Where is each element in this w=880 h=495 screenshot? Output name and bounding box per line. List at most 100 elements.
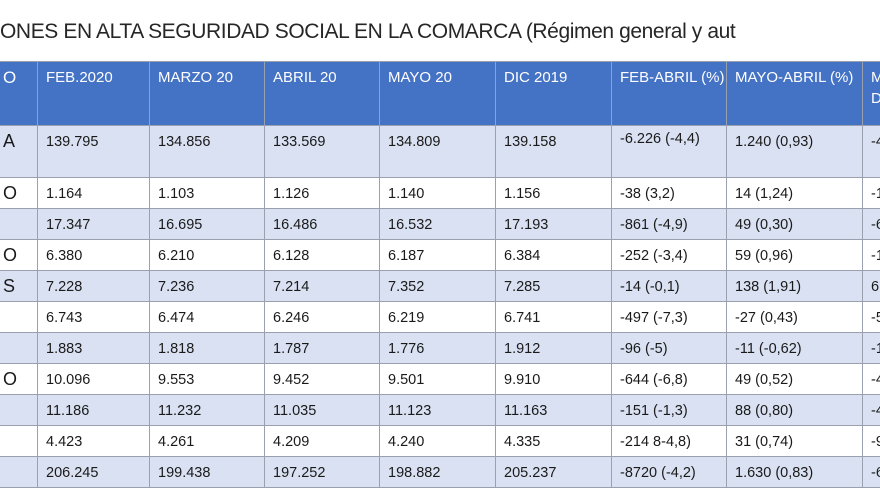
- table-cell: 11.035: [264, 394, 380, 426]
- table-cell: 7.352: [379, 270, 496, 302]
- table-cell: -1: [862, 332, 880, 364]
- column-header: MAYO-ABRIL (%): [726, 61, 863, 126]
- table-cell: 6: [862, 270, 880, 302]
- column-header: FEB.2020: [37, 61, 150, 126]
- table-cell: 1.126: [264, 177, 380, 209]
- table-cell: 9.910: [495, 363, 612, 395]
- table-cell: 206.245: [37, 456, 150, 488]
- table-cell: 4.209: [264, 425, 380, 457]
- header-row: O FEB.2020 MARZO 20 ABRIL 20 MAYO 20 DIC…: [0, 61, 880, 126]
- table-cell: 6.128: [264, 239, 380, 271]
- table-cell: 6.219: [379, 301, 496, 333]
- table-cell: -38 (3,2): [611, 177, 727, 209]
- table-cell: 1.912: [495, 332, 612, 364]
- table-title: ONES EN ALTA SEGURIDAD SOCIAL EN LA COMA…: [0, 20, 736, 43]
- table-cell: 197.252: [264, 456, 380, 488]
- table-cell: 9.501: [379, 363, 496, 395]
- table-cell: 4.335: [495, 425, 612, 457]
- table-row: 4.423 4.261 4.209 4.240 4.335 -214 8-4,8) 31 (…: [0, 425, 880, 457]
- table-cell: 133.569: [264, 125, 380, 178]
- table-row: 206.245 199.438 197.252 198.882 205.237 -8720…: [0, 456, 880, 488]
- table-cell: [0, 332, 38, 364]
- table-cell: 198.882: [379, 456, 496, 488]
- table-cell: [0, 425, 38, 457]
- table-cell: 6.246: [264, 301, 380, 333]
- table-row: 17.347 16.695 16.486 16.532 17.193 -861 (-4,9…: [0, 208, 880, 240]
- table-cell: 134.856: [149, 125, 265, 178]
- table-cell: -4: [862, 125, 880, 178]
- table-cell: -214 8-4,8): [611, 425, 727, 457]
- table-cell: 199.438: [149, 456, 265, 488]
- table-cell: 59 (0,96): [726, 239, 863, 271]
- table-cell: 205.237: [495, 456, 612, 488]
- table-cell: -6.226 (-4,4): [611, 125, 727, 178]
- table-cell: -96 (-5): [611, 332, 727, 364]
- table-cell: 17.193: [495, 208, 612, 240]
- table-cell: 49 (0,30): [726, 208, 863, 240]
- table-row: 1.883 1.818 1.787 1.776 1.912 -96 (-5) -11 (-0…: [0, 332, 880, 364]
- table-cell: O: [0, 177, 38, 209]
- table-cell: -252 (-3,4): [611, 239, 727, 271]
- table-row: A 139.795 134.856 133.569 134.809 139.158 -6.2…: [0, 125, 880, 178]
- table-cell: 1.787: [264, 332, 380, 364]
- table-cell: 1.156: [495, 177, 612, 209]
- table-cell: 7.236: [149, 270, 265, 302]
- table-cell: 7.285: [495, 270, 612, 302]
- table-cell: 9.452: [264, 363, 380, 395]
- table-cell: -151 (-1,3): [611, 394, 727, 426]
- table-row: O 1.164 1.103 1.126 1.140 1.156 -38 (3,2) 14 (1…: [0, 177, 880, 209]
- table-cell: 9.553: [149, 363, 265, 395]
- column-header: FEB-ABRIL (%): [611, 61, 727, 126]
- table-cell: 1.630 (0,83): [726, 456, 863, 488]
- table-cell: -27 (0,43): [726, 301, 863, 333]
- table-cell: -5: [862, 301, 880, 333]
- table-cell: -11 (-0,62): [726, 332, 863, 364]
- table-cell: -644 (-6,8): [611, 363, 727, 395]
- table-row: 6.743 6.474 6.246 6.219 6.741 -497 (-7,3) -27 …: [0, 301, 880, 333]
- table-cell: 139.158: [495, 125, 612, 178]
- column-header: O: [0, 61, 38, 126]
- table-cell: 1.240 (0,93): [726, 125, 863, 178]
- column-header: M D: [862, 61, 880, 126]
- table-cell: 6.187: [379, 239, 496, 271]
- column-header: DIC 2019: [495, 61, 612, 126]
- table-cell: -8720 (-4,2): [611, 456, 727, 488]
- table-cell: 6.380: [37, 239, 150, 271]
- table-cell: -1: [862, 239, 880, 271]
- table-cell: 6.474: [149, 301, 265, 333]
- table-cell: [0, 394, 38, 426]
- table-cell: 1.164: [37, 177, 150, 209]
- table-cell: -6: [862, 456, 880, 488]
- table-cell: 10.096: [37, 363, 150, 395]
- table-cell: 134.809: [379, 125, 496, 178]
- table-cell: 6.741: [495, 301, 612, 333]
- table-cell: 139.795: [37, 125, 150, 178]
- table-cell: O: [0, 363, 38, 395]
- table-cell: 6.743: [37, 301, 150, 333]
- table-cell: -861 (-4,9): [611, 208, 727, 240]
- table-cell: 1.883: [37, 332, 150, 364]
- table-cell: 138 (1,91): [726, 270, 863, 302]
- table-cell: 11.163: [495, 394, 612, 426]
- table-cell: 1.103: [149, 177, 265, 209]
- table-cell: 11.232: [149, 394, 265, 426]
- table-row: O 6.380 6.210 6.128 6.187 6.384 -252 (-3,4) 59 …: [0, 239, 880, 271]
- table-cell: 7.214: [264, 270, 380, 302]
- table-cell: 49 (0,52): [726, 363, 863, 395]
- table-cell: -9: [862, 425, 880, 457]
- table-cell: 6.384: [495, 239, 612, 271]
- column-header: ABRIL 20: [264, 61, 380, 126]
- table-cell: 16.486: [264, 208, 380, 240]
- table-cell: 7.228: [37, 270, 150, 302]
- table-cell: 4.240: [379, 425, 496, 457]
- column-header: MARZO 20: [149, 61, 265, 126]
- table-cell: A: [0, 125, 38, 178]
- table-cell: [0, 301, 38, 333]
- table-cell: 31 (0,74): [726, 425, 863, 457]
- table-cell: 14 (1,24): [726, 177, 863, 209]
- table-cell: O: [0, 239, 38, 271]
- table-cell: -1: [862, 177, 880, 209]
- table-cell: 4.423: [37, 425, 150, 457]
- table-row: O 10.096 9.553 9.452 9.501 9.910 -644 (-6,8) 49…: [0, 363, 880, 395]
- table-cell: -14 (-0,1): [611, 270, 727, 302]
